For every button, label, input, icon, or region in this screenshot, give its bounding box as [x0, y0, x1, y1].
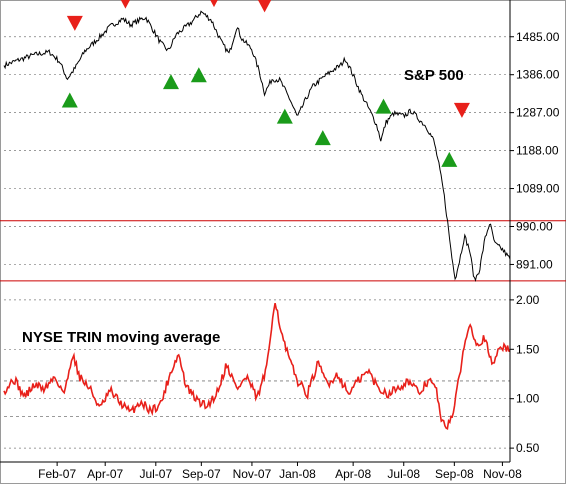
- x-axis: Feb-07 Apr-07 Jul-07 Sep-07 Nov-07 Jan-08 Apr-…: [0, 461, 522, 481]
- x-tick-label: Jul-08: [387, 467, 420, 481]
- x-tick-label: Nov-08: [483, 467, 522, 481]
- trin-panel: 0.50 1.00 1.50 2.00 NYSE TRIN moving averag…: [3, 290, 540, 462]
- buy-signal-marker: [190, 67, 207, 83]
- sp500-y-axis: 891.00 990.00 1089.00 1188.00 1287.00 1386.00…: [509, 0, 560, 290]
- buy-signal-marker: [375, 98, 392, 114]
- sp500-y-tick-label: 1188.00: [516, 144, 559, 158]
- trin-gridlines: [4, 299, 510, 449]
- trin-title: NYSE TRIN moving average: [22, 329, 220, 346]
- x-tick-label: Sep-07: [182, 467, 221, 481]
- trin-moving-average-line: [3, 303, 511, 431]
- sell-signal-marker: [120, 0, 131, 9]
- buy-signal-marker: [276, 108, 293, 124]
- trin-y-tick-label: 2.00: [516, 293, 540, 307]
- sell-signal-marker: [210, 0, 218, 8]
- sell-signal-marker: [257, 0, 272, 13]
- x-tick-label: Sep-08: [435, 467, 474, 481]
- x-tick-label: Jan-08: [279, 467, 316, 481]
- buy-signal-marker: [314, 130, 331, 146]
- sp500-y-tick-label: 891.00: [516, 257, 553, 271]
- x-tick-label: Apr-08: [335, 467, 371, 481]
- signal-markers: [61, 0, 470, 167]
- sp500-gridlines: [4, 36, 510, 265]
- sp500-y-tick-label: 1287.00: [516, 106, 560, 120]
- trin-reference-lines: [4, 380, 510, 417]
- trin-y-axis: 0.50 1.00 1.50 2.00: [509, 290, 540, 462]
- sp500-title: S&P 500: [404, 67, 464, 84]
- x-tick-label: Feb-07: [38, 467, 76, 481]
- sell-signal-marker: [453, 102, 470, 118]
- x-tick-label: Nov-07: [233, 467, 272, 481]
- sp500-y-tick-label: 1485.00: [516, 30, 560, 44]
- trin-y-tick-label: 1.00: [516, 392, 540, 406]
- sp500-panel: 891.00 990.00 1089.00 1188.00 1287.00 1386.00…: [0, 0, 566, 290]
- x-tick-label: Jul-07: [139, 467, 172, 481]
- sp500-y-tick-label: 1386.00: [516, 68, 560, 82]
- buy-signal-marker: [61, 92, 78, 108]
- sp500-y-tick-label: 1089.00: [516, 182, 560, 196]
- sp500-reference-lines: [0, 220, 566, 282]
- sp500-price-line: [3, 10, 511, 283]
- sp500-y-tick-label: 990.00: [516, 220, 553, 234]
- trin-y-tick-label: 1.50: [516, 342, 540, 356]
- buy-signal-marker: [441, 151, 458, 167]
- x-tick-label: Apr-07: [87, 467, 123, 481]
- trin-y-tick-label: 0.50: [516, 441, 540, 455]
- buy-signal-marker: [162, 74, 179, 90]
- sell-signal-marker: [66, 15, 83, 31]
